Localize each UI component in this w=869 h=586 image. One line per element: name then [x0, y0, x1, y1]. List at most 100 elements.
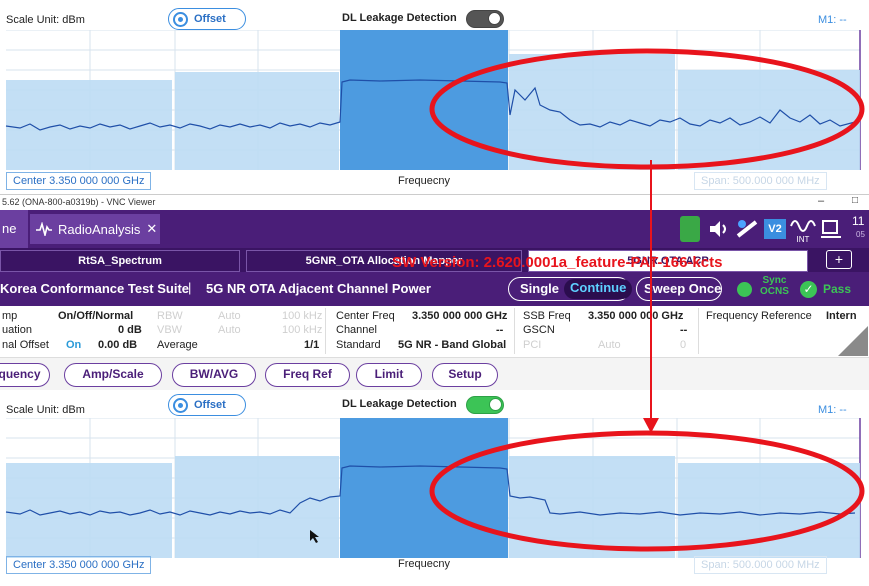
standard-label: Standard	[336, 339, 381, 351]
vnc-icon: V2	[764, 219, 786, 239]
ssb-freq-label: SSB Freq	[523, 310, 571, 322]
dl-leakage-label: DL Leakage Detection	[342, 398, 457, 410]
frequency-axis-label: Frequecny	[398, 558, 450, 570]
dl-leakage-label: DL Leakage Detection	[342, 12, 457, 24]
radioanalysis-tab-label: RadioAnalysis	[58, 221, 141, 237]
sync-status: Sync OCNS	[760, 275, 789, 297]
setup-menu-button[interactable]: Setup	[432, 363, 498, 387]
continue-button[interactable]: Continue	[564, 279, 633, 299]
pass-status: Pass	[823, 282, 852, 296]
top-spectrum-graph[interactable]	[0, 30, 869, 170]
center-freq-box[interactable]: Center 3.350 000 000 GHz	[6, 556, 152, 574]
vbw-value: 100 kHz	[282, 324, 323, 336]
info-label: nal Offset	[2, 339, 49, 351]
sync-label: Sync	[762, 275, 787, 286]
bottom-spectrum-panel: Scale Unit: dBm Offset DL Leakage Detect…	[0, 390, 869, 586]
pci-mode: Auto	[598, 339, 621, 351]
standard-value[interactable]: 5G NR - Band Global	[398, 339, 507, 351]
pci-value: 0	[680, 339, 687, 351]
offset-label: Offset	[194, 399, 226, 411]
minimize-button[interactable]: –	[818, 195, 825, 207]
ext-offset-state[interactable]: On	[66, 339, 82, 351]
info-value[interactable]: On/Off/Normal	[58, 310, 134, 322]
dl-leakage-toggle[interactable]	[466, 10, 504, 28]
sweep-once-button[interactable]: Sweep Once	[644, 281, 722, 296]
top-spectrum-panel: Scale Unit: dBm Offset DL Leakage Detect…	[0, 0, 869, 194]
single-button[interactable]: Single	[520, 281, 560, 296]
info-value[interactable]: 0.00 dB	[98, 339, 138, 351]
int-ref-icon: INT	[790, 216, 816, 244]
ssb-freq-value[interactable]: 3.350 000 000 GHz	[588, 310, 684, 322]
info-value[interactable]: 0 dB	[118, 324, 142, 336]
frequency-menu-button[interactable]: quency	[0, 363, 50, 387]
adj-channel-block	[509, 54, 675, 170]
center-freq-label: Center Freq	[336, 310, 395, 322]
rbw-mode: Auto	[218, 310, 241, 322]
tab-5gnr-ota-acp[interactable]: 5GNR OTA ACP	[528, 250, 808, 272]
maximize-button[interactable]: □	[852, 195, 859, 206]
span-box[interactable]: Span: 500.000 000 MHz	[694, 172, 827, 190]
dl-leakage-toggle[interactable]	[466, 396, 504, 414]
average-value[interactable]: 1/1	[304, 339, 320, 351]
suite-name: Korea Conformance Test Suite	[0, 281, 190, 296]
span-box[interactable]: Span: 500.000 000 MHz	[694, 556, 827, 574]
sync-indicator-icon	[737, 282, 752, 297]
info-label: mp	[2, 310, 18, 322]
scale-unit-label: Scale Unit: dBm	[6, 404, 85, 416]
freq-ref-label: Frequency Reference	[706, 310, 812, 322]
waveform-icon	[36, 222, 52, 236]
adj-channel-block	[175, 456, 339, 558]
offset-label: Offset	[194, 13, 226, 25]
tab-rtsa-spectrum[interactable]: RtSA_Spectrum	[0, 250, 240, 272]
offset-icon	[173, 11, 188, 27]
satellite-icon	[734, 218, 760, 240]
scale-unit-label: Scale Unit: dBm	[6, 14, 85, 26]
freq-ref-menu-button[interactable]: Freq Ref	[265, 363, 350, 387]
marker-readout: M1: --	[818, 14, 847, 26]
offset-button[interactable]: Offset	[168, 394, 246, 416]
gscn-label: GSCN	[523, 324, 555, 336]
average-label: Average	[157, 339, 198, 351]
adj-channel-block	[6, 463, 172, 558]
menu-button-row: quency Amp/Scale BW/AVG Freq Ref Limit S…	[0, 358, 869, 390]
home-tab[interactable]: ne	[0, 210, 28, 248]
bw-avg-menu-button[interactable]: BW/AVG	[172, 363, 256, 387]
channel-value[interactable]: --	[496, 324, 504, 336]
rbw-value: 100 kHz	[282, 310, 323, 322]
screen-icon	[820, 218, 842, 240]
spectrum-trace	[5, 465, 856, 516]
gscn-value[interactable]: --	[680, 324, 688, 336]
divider	[514, 308, 515, 354]
tab-close-icon[interactable]: ✕	[146, 221, 158, 236]
speaker-icon	[708, 218, 730, 240]
divider	[698, 308, 699, 354]
main-channel-block	[340, 418, 508, 558]
amp-scale-menu-button[interactable]: Amp/Scale	[64, 363, 162, 387]
annotation-ellipse	[429, 430, 865, 552]
measurement-tab-bar: RtSA_Spectrum 5GNR_OTA Allocation Mapper…	[0, 248, 869, 272]
limit-menu-button[interactable]: Limit	[356, 363, 422, 387]
app-header-bar: ne RadioAnalysis ✕ V2 INT 11 05	[0, 210, 869, 248]
pci-label: PCI	[523, 339, 542, 351]
channel-label: Channel	[336, 324, 377, 336]
add-tab-button[interactable]: +	[826, 250, 852, 269]
sw-version-overlay: SW Version: 2.620.0001a_feature-PAT-166-…	[392, 254, 723, 271]
frequency-axis-label: Frequecny	[398, 175, 450, 187]
vbw-label: VBW	[157, 324, 183, 336]
clock-seconds: 05	[856, 230, 865, 239]
freq-ref-value[interactable]: Intern	[826, 310, 857, 322]
radioanalysis-tab[interactable]: RadioAnalysis ✕	[30, 214, 160, 244]
center-freq-box[interactable]: Center 3.350 000 000 GHz	[6, 172, 152, 190]
tab-close-icon[interactable]: ✕	[788, 251, 800, 267]
adj-channel-block	[175, 72, 339, 170]
pass-check-icon: ✓	[800, 281, 817, 298]
info-label: uation	[2, 324, 32, 336]
tab-5gnr-allocation-mapper[interactable]: 5GNR_OTA Allocation Mapper	[246, 250, 522, 272]
ocns-label: OCNS	[760, 286, 789, 297]
center-freq-value[interactable]: 3.350 000 000 GHz	[412, 310, 508, 322]
vnc-window-title: 5.62 (ONA-800-a0319b) - VNC Viewer	[2, 197, 156, 207]
bottom-spectrum-graph[interactable]	[0, 418, 869, 558]
annotation-arrow-head	[643, 418, 659, 433]
rbw-label: RBW	[157, 310, 183, 322]
